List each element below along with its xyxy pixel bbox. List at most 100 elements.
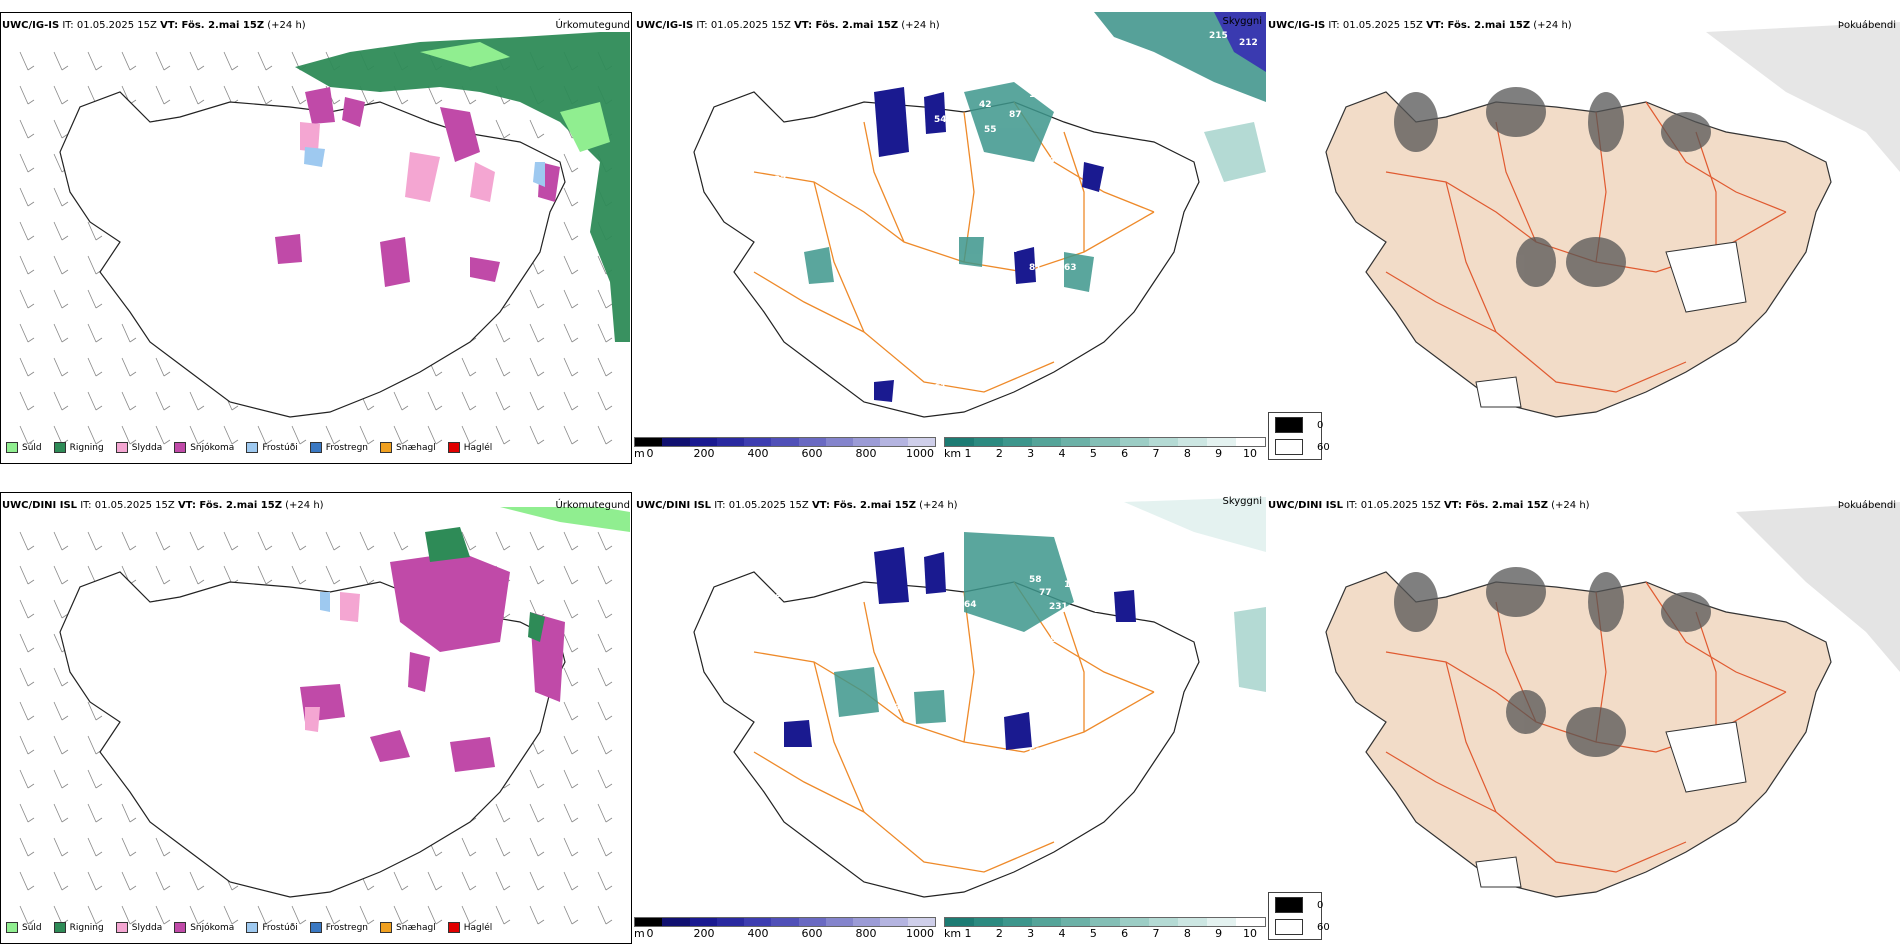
ceiling-unit: m	[634, 447, 645, 460]
colorbar-segment	[1119, 438, 1149, 446]
wind-barb	[461, 357, 477, 377]
colorbar-segment	[689, 438, 717, 446]
row2-visibility-colorbar: km 1 2 3 4 5 6 7 8 9 10	[944, 917, 1266, 941]
wind-barb	[461, 391, 477, 411]
wind-barb	[53, 255, 69, 275]
visibility-label: 10	[774, 580, 787, 590]
fog-legend-item: 60	[1275, 919, 1330, 935]
wind-barb	[291, 565, 307, 585]
colorbar-segment	[1003, 918, 1033, 926]
wind-barb	[155, 837, 171, 857]
wind-barb	[121, 391, 137, 411]
colorbar-segment	[1061, 918, 1091, 926]
wind-barb	[461, 905, 477, 925]
legend-label: Snjókoma	[190, 922, 235, 933]
wind-barb	[529, 119, 545, 139]
wind-barb	[53, 803, 69, 823]
colorbar-tick: 4	[1058, 447, 1066, 460]
visibility-label: 77	[1039, 588, 1052, 598]
legend-swatch	[309, 442, 322, 453]
colorbar-tick: 8	[1183, 447, 1191, 460]
wind-barb	[495, 323, 511, 343]
wind-barb	[155, 565, 171, 585]
wind-barb	[53, 51, 69, 71]
wind-barb	[563, 599, 579, 619]
fog-legend-item: 0	[1275, 417, 1323, 433]
row2-visibility-header: UWC/DINI ISL IT: 01.05.2025 15Z VT: Fös.…	[636, 500, 958, 511]
visibility-label: 231	[1049, 602, 1068, 612]
row2-precip-panel: UWC/DINI ISL IT: 01.05.2025 15Z VT: Fös.…	[0, 492, 634, 944]
visibility-label: 83	[1054, 665, 1067, 675]
legend-swatch	[53, 922, 66, 933]
wind-barb	[529, 357, 545, 377]
fog-legend-swatch	[1275, 439, 1303, 455]
visibility-label: 107	[1064, 580, 1083, 590]
legend-swatch	[53, 442, 66, 453]
wind-barb	[393, 531, 409, 551]
legend-label: Frostúði	[262, 922, 298, 933]
wind-barb	[87, 531, 103, 551]
wind-barb	[359, 905, 375, 925]
colorbar-segment	[1003, 438, 1033, 446]
road-line	[753, 751, 865, 813]
colorbar-tick: 5	[1089, 927, 1097, 940]
fog-legend-label: 0	[1317, 899, 1324, 911]
row2-precip-header: UWC/DINI ISL IT: 01.05.2025 15Z VT: Fös.…	[2, 500, 324, 511]
visibility-label: 87	[1009, 110, 1022, 120]
visibility-unit-2: km	[944, 927, 962, 940]
wind-barb	[87, 323, 103, 343]
wind-barb	[155, 531, 171, 551]
row1-precip-header: UWC/IG-IS IT: 01.05.2025 15Z VT: Fös. 2.…	[2, 20, 306, 31]
legend-label: Haglél	[463, 442, 493, 453]
legend-label: Súld	[22, 442, 42, 453]
wind-barb	[529, 803, 545, 823]
wind-barb	[291, 85, 307, 105]
wind-barb	[19, 633, 35, 653]
wind-barb	[393, 391, 409, 411]
fog-legend-label: 60	[1317, 921, 1330, 933]
wind-barb	[19, 391, 35, 411]
visibility-label: 58	[1029, 575, 1042, 585]
wind-barb	[325, 905, 341, 925]
legend-item-1: Rigning	[53, 922, 104, 933]
wind-barb	[529, 425, 545, 445]
colorbar-segment	[907, 438, 935, 446]
wind-barb	[189, 531, 205, 551]
wind-barb	[597, 633, 613, 653]
wind-barb	[189, 425, 205, 445]
wind-barb	[257, 51, 273, 71]
wind-barb	[53, 667, 69, 687]
wind-barb	[19, 769, 35, 789]
colorbar-segment	[1148, 438, 1178, 446]
legend-swatch	[115, 442, 128, 453]
wind-barb	[155, 905, 171, 925]
colorbar-tick: 600	[801, 927, 823, 940]
legend-swatch	[380, 442, 393, 453]
wind-barb	[155, 85, 171, 105]
road-line	[963, 591, 975, 743]
legend-swatch	[380, 922, 393, 933]
colorbar-segment	[1148, 918, 1178, 926]
colorbar-segment	[1032, 918, 1062, 926]
row1-fog-legend: 0 60	[1268, 412, 1330, 460]
legend-label: Súld	[22, 922, 42, 933]
wind-barb	[53, 357, 69, 377]
wind-barb	[461, 871, 477, 891]
wind-barb	[291, 425, 307, 445]
wind-barb	[53, 871, 69, 891]
visibility-label: 167	[874, 250, 893, 260]
colorbar-tick: 9	[1215, 927, 1223, 940]
row1-visibility-colorbar: km 1 2 3 4 5 6 7 8 9 10	[944, 437, 1266, 461]
visibility-label: 196	[1094, 605, 1113, 615]
wind-barb	[189, 85, 205, 105]
legend-swatch	[115, 922, 128, 933]
wind-barb	[257, 531, 273, 551]
colorbar-segment	[716, 438, 745, 446]
visibility-label: 63	[1064, 263, 1077, 273]
visibility-label: 86	[949, 705, 962, 715]
visibility-label: 87	[1099, 280, 1112, 290]
wind-barb	[19, 735, 35, 755]
wind-barb	[53, 599, 69, 619]
legend-label: Rigning	[69, 442, 104, 453]
wind-barb	[563, 357, 579, 377]
